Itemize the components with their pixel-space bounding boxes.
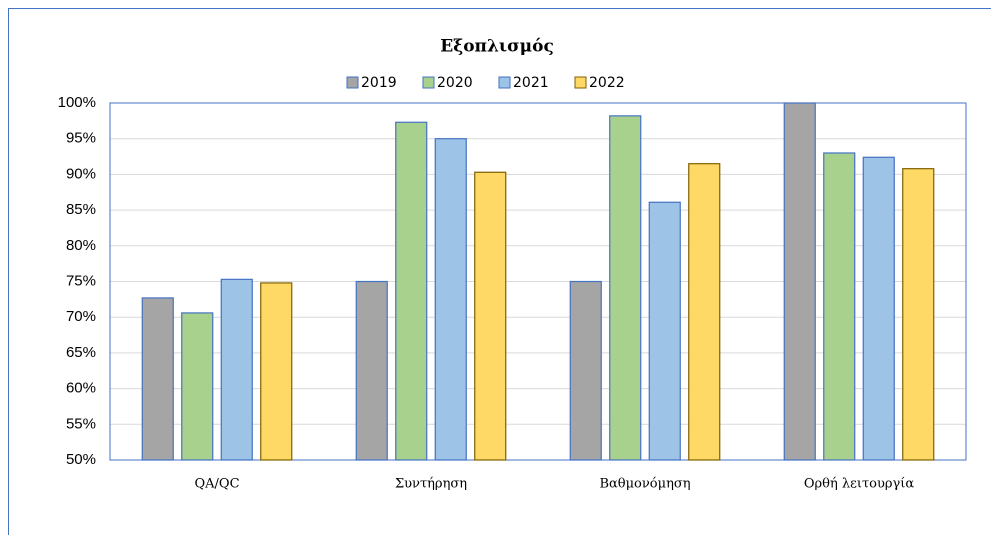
bar (823, 152, 856, 461)
y-tick-label: 80% (66, 237, 96, 254)
bar (688, 163, 721, 461)
legend-swatch (346, 76, 359, 89)
bar (220, 278, 253, 461)
y-tick-label: 75% (66, 272, 96, 289)
bar (260, 282, 293, 461)
chart-border (8, 8, 991, 535)
bar (474, 171, 507, 461)
bar (783, 102, 816, 461)
bar (862, 156, 895, 461)
x-tick-label: Ορθή λειτουργία (804, 477, 915, 492)
legend-label: 2020 (437, 75, 473, 91)
x-tick-label: QA/QC (194, 477, 239, 492)
y-tick-label: 100% (58, 94, 96, 111)
bar (569, 280, 602, 461)
bar (181, 312, 214, 461)
legend-swatch (422, 76, 435, 89)
x-tick-label: Βαθμονόμηση (599, 477, 690, 492)
y-tick-label: 50% (66, 451, 96, 468)
y-tick-label: 55% (66, 415, 96, 432)
bar (609, 115, 642, 461)
bar (141, 297, 174, 461)
y-tick-label: 85% (66, 201, 96, 218)
legend-label: 2021 (513, 75, 549, 91)
legend-swatch (498, 76, 511, 89)
legend-label: 2019 (361, 75, 397, 91)
chart-title: Εξοπλισμός (440, 37, 554, 57)
y-tick-label: 65% (66, 344, 96, 361)
bar (648, 201, 681, 461)
bar (902, 168, 935, 461)
y-tick-label: 60% (66, 380, 96, 397)
x-tick-label: Συντήρηση (395, 477, 467, 492)
bar (434, 138, 467, 461)
legend-label: 2022 (589, 75, 625, 91)
y-tick-label: 95% (66, 130, 96, 147)
y-tick-label: 90% (66, 165, 96, 182)
y-tick-label: 70% (66, 308, 96, 325)
legend-swatch (574, 76, 587, 89)
plot-border (109, 102, 967, 461)
bar (395, 121, 428, 461)
bar (355, 280, 388, 461)
